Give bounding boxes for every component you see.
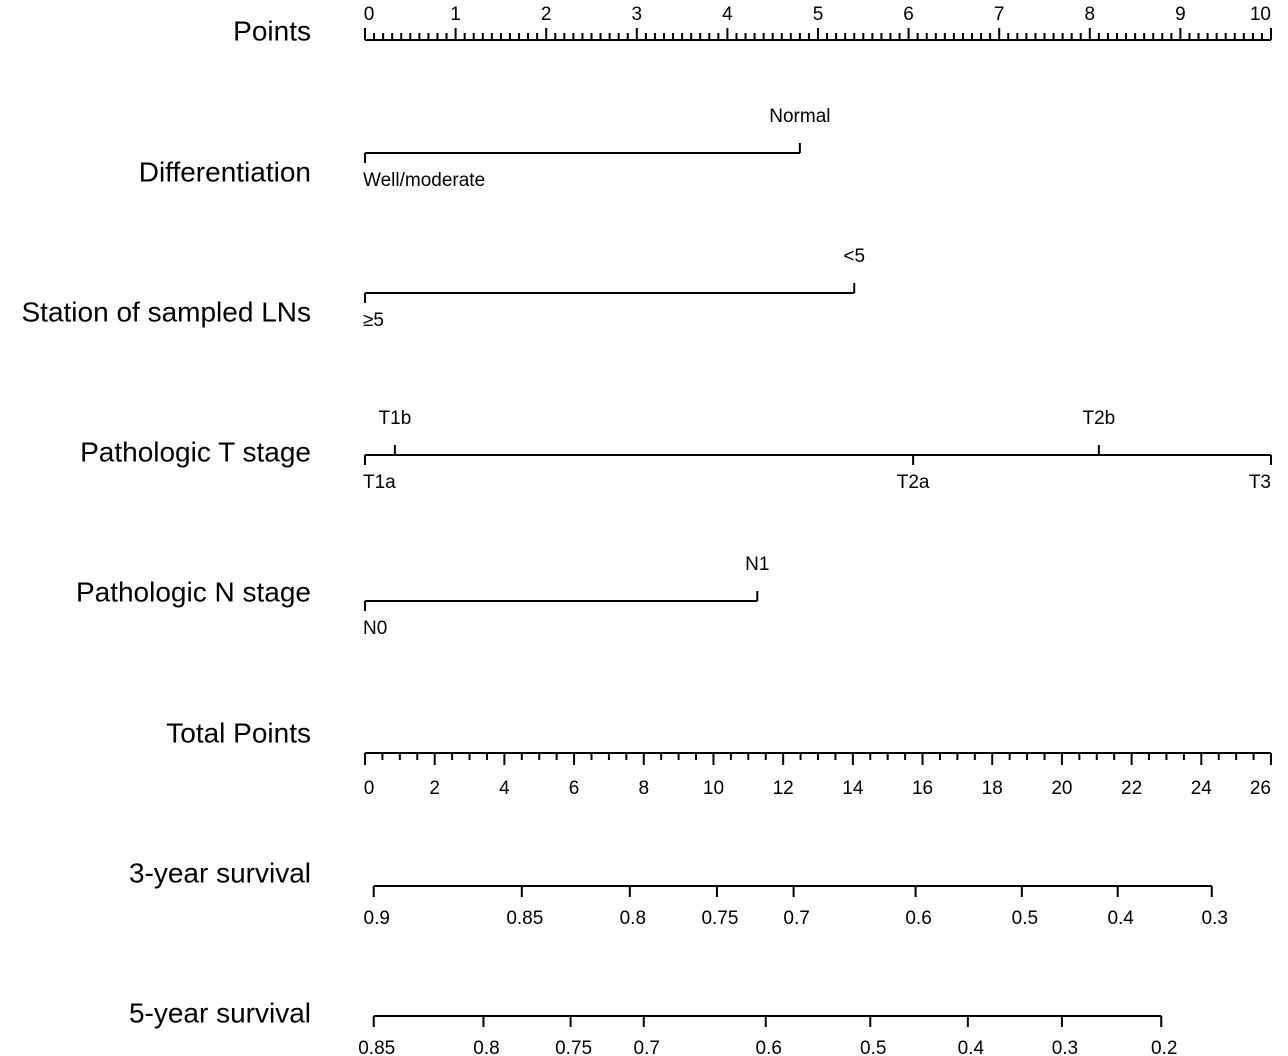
3-year-survival-tick-label: 0.9 — [364, 908, 390, 929]
differentiation-level-normal: Normal — [769, 106, 830, 127]
row-title-pathologic-t-stage: Pathologic T stage — [80, 436, 311, 467]
3-year-survival-tick-label: 0.7 — [783, 908, 809, 929]
total-points-tick-label: 20 — [1051, 778, 1072, 799]
row-title-points: Points — [233, 15, 311, 46]
row-points: Points 0 1 2 3 4 5 6 7 8 9 10 — [233, 4, 1272, 46]
points-tick-label: 2 — [541, 4, 552, 25]
row-station-of-sampled-lns: Station of sampled LNs ≥5 <5 — [22, 246, 866, 331]
row-title-station-of-sampled-lns: Station of sampled LNs — [22, 296, 312, 327]
total-points-tick-label: 0 — [364, 778, 375, 799]
3-year-survival-tick-label: 0.5 — [1012, 908, 1038, 929]
3-year-survival-tick-label: 0.6 — [905, 908, 931, 929]
pathologic-n-stage-level-n1: N1 — [745, 554, 769, 575]
station-of-sampled-lns-level-lt5: <5 — [843, 246, 865, 267]
pathologic-t-stage-level-t2a: T2a — [897, 472, 930, 493]
points-tick-label: 5 — [813, 4, 824, 25]
points-tick-label: 6 — [903, 4, 914, 25]
3-year-survival-tick-label: 0.4 — [1107, 908, 1134, 929]
row-3-year-survival: 3-year survival 0.9 0.85 0.8 0.75 0.7 0.6 0.5 0.… — [129, 857, 1228, 929]
total-points-tick-label: 8 — [638, 778, 649, 799]
points-tick-label: 1 — [450, 4, 461, 25]
5-year-survival-tick-label: 0.85 — [358, 1038, 395, 1056]
5-year-survival-tick-label: 0.75 — [555, 1038, 592, 1056]
row-5-year-survival: 5-year survival 0.85 0.8 0.75 0.7 0.6 0.5 0.4 0.… — [129, 997, 1178, 1056]
points-tick-label: 8 — [1085, 4, 1096, 25]
3-year-survival-tick-label: 0.85 — [506, 908, 543, 929]
row-pathologic-t-stage: Pathologic T stage T1a T1b T2a T2b T3 — [80, 408, 1272, 493]
5-year-survival-tick-label: 0.5 — [860, 1038, 886, 1056]
station-of-sampled-lns-level-ge5: ≥5 — [363, 310, 384, 331]
points-tick-label: 3 — [632, 4, 643, 25]
3-year-survival-tick-label: 0.8 — [620, 908, 646, 929]
total-points-tick-label: 10 — [703, 778, 724, 799]
row-title-3-year-survival: 3-year survival — [129, 857, 311, 888]
3-year-survival-tick-label: 0.75 — [701, 908, 738, 929]
total-points-tick-label: 24 — [1191, 778, 1213, 799]
pathologic-t-stage-level-t2b: T2b — [1082, 408, 1115, 429]
5-year-survival-tick-label: 0.4 — [958, 1038, 985, 1056]
5-year-survival-tick-label: 0.3 — [1052, 1038, 1078, 1056]
pathologic-n-stage-level-n0: N0 — [363, 618, 387, 639]
5-year-survival-tick-label: 0.2 — [1151, 1038, 1177, 1056]
total-points-tick-label: 12 — [773, 778, 794, 799]
row-title-pathologic-n-stage: Pathologic N stage — [76, 576, 311, 607]
points-tick-label: 9 — [1175, 4, 1186, 25]
5-year-survival-tick-label: 0.6 — [756, 1038, 782, 1056]
points-tick-label: 10 — [1250, 4, 1271, 25]
row-title-5-year-survival: 5-year survival — [129, 997, 311, 1028]
points-tick-label: 4 — [722, 4, 733, 25]
row-title-total-points: Total Points — [166, 717, 311, 748]
total-points-tick-label: 14 — [842, 778, 864, 799]
row-differentiation: Differentiation Well/moderate Normal — [139, 106, 831, 191]
pathologic-t-stage-level-t1b: T1b — [379, 408, 412, 429]
row-title-differentiation: Differentiation — [139, 156, 311, 187]
total-points-tick-label: 22 — [1121, 778, 1142, 799]
total-points-tick-label: 4 — [499, 778, 510, 799]
total-points-tick-label: 6 — [569, 778, 580, 799]
total-points-tick-label: 18 — [982, 778, 1003, 799]
points-tick-label: 7 — [994, 4, 1005, 25]
3-year-survival-tick-label: 0.3 — [1202, 908, 1228, 929]
5-year-survival-tick-label: 0.7 — [634, 1038, 660, 1056]
pathologic-t-stage-level-t3: T3 — [1249, 472, 1271, 493]
differentiation-level-well-moderate: Well/moderate — [363, 170, 485, 191]
total-points-tick-label: 16 — [912, 778, 933, 799]
total-points-tick-label: 26 — [1250, 778, 1271, 799]
pathologic-t-stage-level-t1a: T1a — [363, 472, 396, 493]
total-points-tick-label: 2 — [429, 778, 440, 799]
row-pathologic-n-stage: Pathologic N stage N0 N1 — [76, 554, 769, 639]
points-tick-label: 0 — [364, 4, 375, 25]
5-year-survival-tick-label: 0.8 — [473, 1038, 499, 1056]
